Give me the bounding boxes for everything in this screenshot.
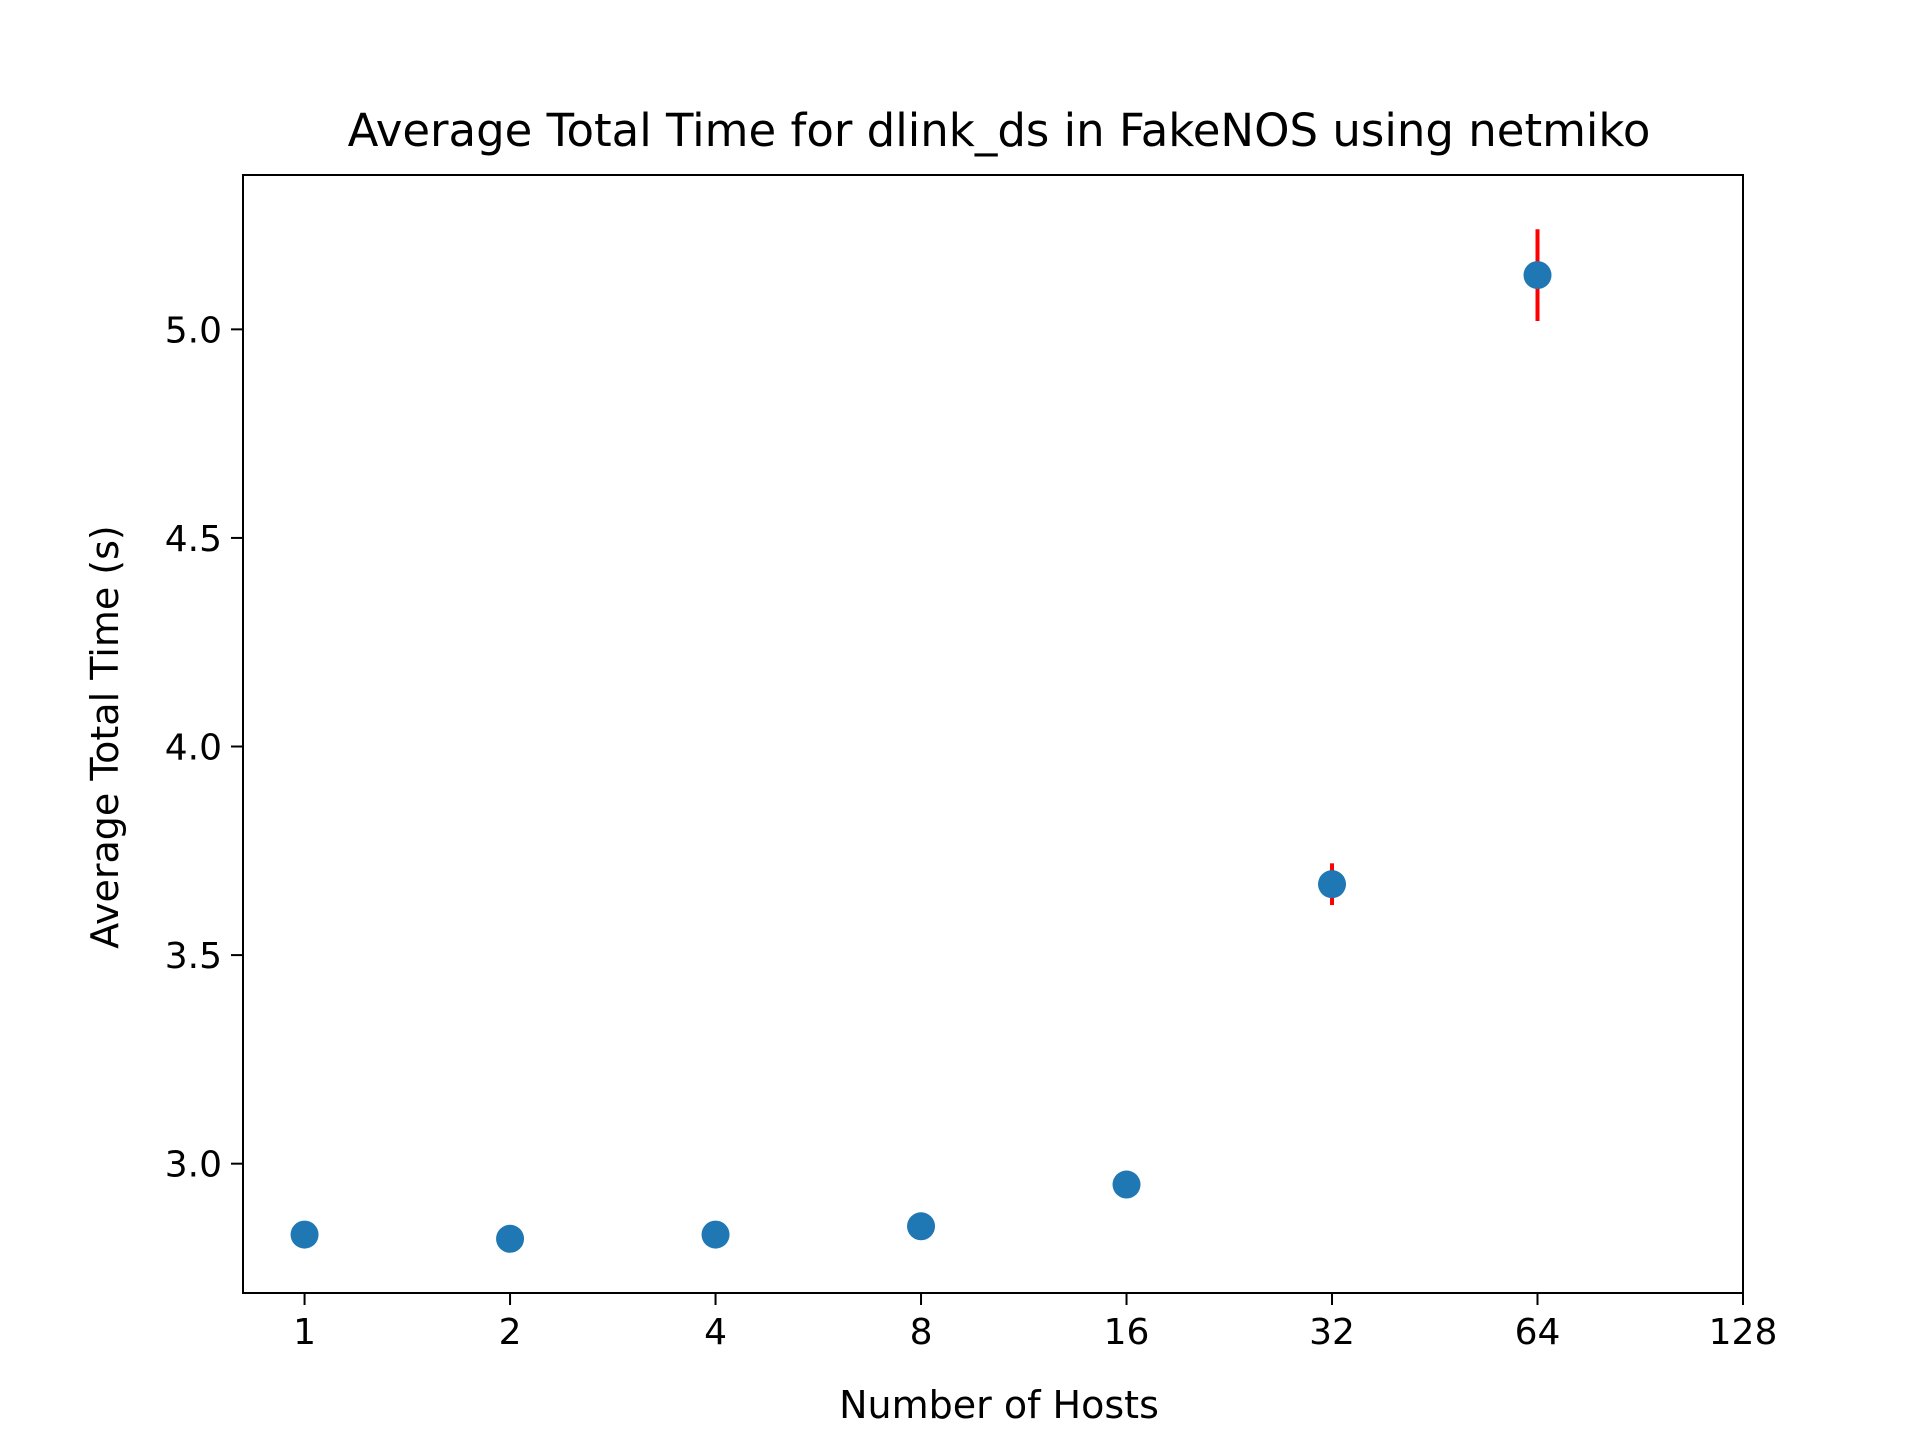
chart-title: Average Total Time for dlink_ds in FakeN… bbox=[348, 104, 1651, 157]
data-point bbox=[290, 1220, 319, 1249]
y-tick-label: 3.0 bbox=[165, 1145, 222, 1186]
data-point bbox=[701, 1220, 730, 1249]
data-points bbox=[290, 261, 1552, 1253]
x-tick-label: 1 bbox=[293, 1312, 316, 1353]
y-tick-label: 5.0 bbox=[165, 310, 222, 351]
x-axis-ticks: 1 2 4 8 16 32 64 128 bbox=[293, 1293, 1777, 1353]
x-axis-label: Number of Hosts bbox=[839, 1383, 1159, 1427]
y-tick-label: 3.5 bbox=[165, 936, 222, 977]
plot-area-frame bbox=[242, 174, 1744, 1294]
data-point bbox=[1318, 870, 1347, 899]
data-point bbox=[496, 1224, 525, 1253]
y-axis-label: Average Total Time (s) bbox=[83, 525, 127, 948]
y-tick-label: 4.5 bbox=[165, 519, 222, 560]
y-axis-ticks: 3.0 3.5 4.0 4.5 5.0 bbox=[165, 310, 243, 1186]
x-tick-label: 2 bbox=[499, 1312, 522, 1353]
x-tick-label: 4 bbox=[704, 1312, 727, 1353]
y-tick-label: 4.0 bbox=[165, 728, 222, 769]
x-tick-label: 128 bbox=[1709, 1312, 1778, 1353]
x-tick-label: 32 bbox=[1309, 1312, 1355, 1353]
x-tick-label: 16 bbox=[1104, 1312, 1150, 1353]
x-tick-label: 64 bbox=[1515, 1312, 1561, 1353]
x-tick-label: 8 bbox=[910, 1312, 933, 1353]
data-point bbox=[907, 1212, 936, 1241]
data-point bbox=[1523, 261, 1552, 290]
data-point bbox=[1112, 1170, 1141, 1199]
